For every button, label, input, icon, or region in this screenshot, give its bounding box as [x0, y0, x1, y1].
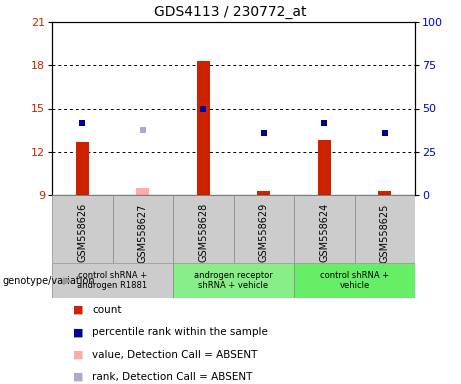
- Text: GDS4113 / 230772_at: GDS4113 / 230772_at: [154, 5, 307, 19]
- Text: ▶: ▶: [63, 275, 71, 285]
- Text: ■: ■: [73, 372, 83, 382]
- Bar: [355, 195, 415, 263]
- Text: rank, Detection Call = ABSENT: rank, Detection Call = ABSENT: [92, 372, 253, 382]
- Bar: [294, 195, 355, 263]
- Text: percentile rank within the sample: percentile rank within the sample: [92, 327, 268, 337]
- Bar: [294, 263, 415, 298]
- Bar: [52, 195, 112, 263]
- Text: GSM558629: GSM558629: [259, 203, 269, 262]
- Bar: [196, 61, 210, 195]
- Point: [78, 120, 86, 126]
- Point: [200, 106, 207, 112]
- Bar: [76, 142, 89, 195]
- Text: genotype/variation: genotype/variation: [2, 275, 95, 285]
- Bar: [173, 263, 294, 298]
- Text: ■: ■: [73, 349, 83, 359]
- Text: count: count: [92, 305, 122, 315]
- Text: ■: ■: [73, 305, 83, 315]
- Bar: [173, 195, 234, 263]
- Text: GSM558626: GSM558626: [77, 203, 87, 262]
- Text: GSM558624: GSM558624: [319, 203, 329, 262]
- Text: ■: ■: [73, 327, 83, 337]
- Point: [260, 130, 267, 136]
- Bar: [112, 195, 173, 263]
- Bar: [234, 195, 294, 263]
- Text: GSM558625: GSM558625: [380, 203, 390, 263]
- Bar: [52, 263, 173, 298]
- Text: control shRNA +
vehicle: control shRNA + vehicle: [320, 271, 389, 290]
- Text: GSM558627: GSM558627: [138, 203, 148, 263]
- Bar: [318, 140, 331, 195]
- Bar: [136, 188, 149, 195]
- Point: [139, 127, 147, 133]
- Point: [320, 120, 328, 126]
- Text: value, Detection Call = ABSENT: value, Detection Call = ABSENT: [92, 349, 258, 359]
- Point: [381, 130, 389, 136]
- Bar: [257, 191, 271, 195]
- Text: androgen receptor
shRNA + vehicle: androgen receptor shRNA + vehicle: [194, 271, 273, 290]
- Bar: [378, 191, 391, 195]
- Text: control shRNA +
androgen R1881: control shRNA + androgen R1881: [77, 271, 148, 290]
- Text: GSM558628: GSM558628: [198, 203, 208, 262]
